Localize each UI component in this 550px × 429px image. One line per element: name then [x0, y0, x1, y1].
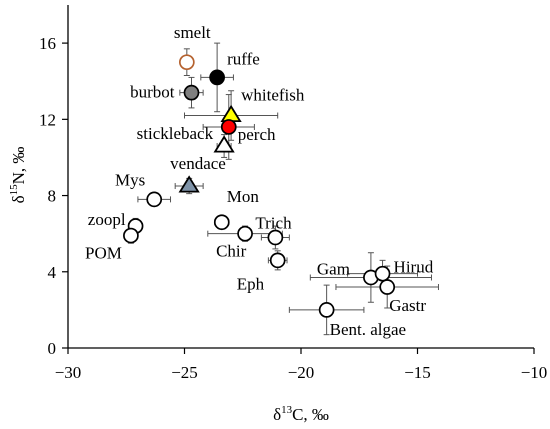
trich-point — [267, 229, 284, 246]
whitefish-point — [220, 104, 242, 123]
smelt-point — [178, 54, 195, 71]
y-tick-label: 16 — [39, 34, 56, 53]
mys-label: Mys — [115, 170, 145, 189]
hirud-label: Hirud — [394, 258, 434, 277]
gastr-point — [379, 279, 396, 295]
pom-label: POM — [85, 244, 122, 263]
mys-point — [146, 191, 163, 208]
burbot-label: burbot — [130, 83, 175, 102]
vendace-label: vendace — [170, 154, 226, 173]
mon-label: Mon — [227, 187, 260, 206]
chir-label: Chir — [216, 242, 247, 261]
y-tick-label: 4 — [48, 263, 57, 282]
hirud-point — [374, 265, 391, 282]
eph-label: Eph — [237, 274, 265, 293]
x-axis-title: δ13C, ‰ — [273, 404, 329, 424]
x-tick-label: −10 — [521, 363, 548, 382]
chir-point — [237, 225, 253, 242]
perch-point — [220, 119, 237, 135]
y-ticks: 0 4 8 12 16 — [39, 34, 68, 358]
gam-label: Gam — [317, 259, 350, 278]
ruffe-label: ruffe — [227, 49, 260, 68]
pom-point — [123, 227, 139, 244]
smelt-label: smelt — [174, 23, 211, 42]
y-axis-title: δ15N, ‰ — [8, 147, 28, 204]
x-ticks: −30 −25 −20 −15 −10 — [55, 348, 548, 382]
stickleback-label: stickleback — [137, 124, 214, 143]
vendace-point — [178, 175, 200, 193]
perch-label: perch — [238, 125, 276, 144]
burbot-point — [183, 84, 200, 101]
data-points — [123, 54, 396, 318]
point-labels: smelt ruffe burbot whitefish perch sticklebac… — [85, 23, 434, 339]
x-tick-label: −15 — [404, 363, 431, 382]
whitefish-label: whitefish — [241, 86, 305, 105]
stickleback-point — [213, 135, 235, 153]
y-tick-label: 12 — [39, 110, 56, 129]
bent-algae-label: Bent. algae — [330, 320, 406, 339]
ruffe-point — [209, 69, 225, 86]
eph-point — [269, 252, 286, 269]
y-tick-label: 0 — [48, 339, 57, 358]
zoopl-label: zoopl — [88, 210, 126, 229]
trich-label: Trich — [255, 213, 292, 232]
x-tick-label: −20 — [288, 363, 315, 382]
gastr-label: Gastr — [389, 296, 426, 315]
x-tick-label: −30 — [55, 363, 82, 382]
bent-algae-point — [318, 302, 335, 318]
y-tick-label: 8 — [48, 187, 57, 206]
x-tick-label: −25 — [171, 363, 198, 382]
mon-point — [213, 214, 230, 231]
